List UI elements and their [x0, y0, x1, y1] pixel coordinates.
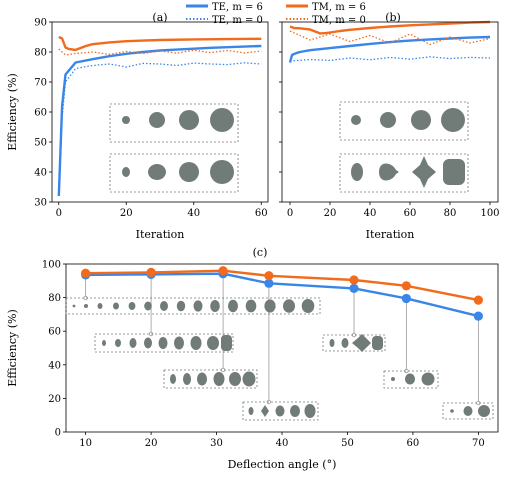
y-tick-label-a: 40	[34, 168, 47, 179]
x-tick-label-b: 80	[444, 208, 457, 219]
y-tick-label-a: 30	[34, 198, 47, 209]
shape-inset-c-38deg	[242, 401, 319, 421]
series-line-b-te-m-6	[288, 35, 491, 63]
x-tick-label-b: 100	[480, 208, 499, 219]
shape-inset-c-70deg	[442, 402, 494, 420]
y-tick-label-a: 90	[34, 18, 47, 29]
legend-label-te6: TE, m = 6	[212, 2, 263, 13]
data-point-tm	[264, 271, 274, 281]
y-tick-label-a: 70	[34, 78, 47, 89]
series-line-b-tm-m-0	[289, 30, 491, 46]
shape-inset-c-51deg	[322, 334, 386, 352]
shape-inset-b-top	[339, 101, 469, 141]
x-tick-label-a: 20	[120, 208, 133, 219]
x-tick-label-c: 70	[472, 438, 485, 449]
plot-frame-a	[51, 21, 269, 203]
legend-label-tm6: TM, m = 6	[312, 2, 366, 13]
y-tick-label-c: 80	[48, 293, 61, 304]
x-tick-label-b: 0	[287, 208, 293, 219]
plot-frame-b	[281, 21, 499, 203]
x-tick-label-c: 40	[276, 438, 289, 449]
series-line-c-te	[85, 272, 479, 318]
y-tick-label-c: 100	[42, 260, 61, 271]
x-tick-label-a: 40	[187, 208, 200, 219]
series-line-a-te-m-6	[57, 44, 262, 197]
plot-frame-c	[65, 263, 499, 433]
shape-inset-a-top	[109, 103, 239, 143]
ylabel-c: Efficiency (%)	[6, 309, 19, 387]
series-line-b-te-m-0	[289, 56, 491, 62]
data-point-tm	[146, 267, 156, 277]
data-point-te	[349, 283, 359, 293]
y-tick-label-a: 60	[34, 108, 47, 119]
shape-inset-c-59deg	[383, 370, 439, 389]
y-tick-label-c: 0	[55, 428, 61, 439]
y-tick-label-a: 50	[34, 138, 47, 149]
data-point-tm	[218, 266, 228, 276]
legend: TE, m = 6 TE, m = 0 TM, m = 6 TM, m = 0	[186, 2, 366, 26]
x-tick-label-a: 0	[56, 208, 62, 219]
shape-inset-b-bottom	[339, 153, 469, 193]
y-tick-label-a: 80	[34, 48, 47, 59]
shape-inset-a-bottom	[109, 153, 239, 193]
xlabel-c: Deflection angle (°)	[228, 458, 337, 471]
data-point-tm	[473, 295, 483, 305]
data-point-te	[401, 293, 411, 304]
inset-connectors	[83, 273, 481, 406]
panel-label-b: (b)	[385, 11, 401, 24]
x-tick-label-c: 50	[341, 438, 354, 449]
data-point-te	[264, 278, 274, 288]
series-line-b-tm-m-6	[289, 20, 491, 35]
data-point-tm	[401, 281, 411, 291]
shape-inset-c-20deg	[94, 333, 234, 353]
xlabel-a: Iteration	[136, 228, 185, 241]
y-tick-label-c: 60	[48, 327, 61, 338]
data-point-tm	[349, 275, 359, 285]
chart-panel-a: 0 20 40 60 30 40 50 60 70 80 90 Iteration Efficien…	[6, 18, 269, 241]
x-tick-label-c: 10	[79, 438, 92, 449]
panel-label-a: (a)	[152, 11, 167, 24]
x-tick-label-b: 20	[324, 208, 337, 219]
x-tick-label-c: 60	[407, 438, 420, 449]
chart-panel-b: 0 20 40 60 80 100 Iteration	[279, 20, 500, 241]
ylabel-a: Efficiency (%)	[6, 73, 19, 151]
data-point-tm	[81, 268, 91, 278]
data-point-te	[473, 311, 483, 321]
series-line-a-te-m-0	[58, 62, 262, 194]
shape-inset-c-31deg	[163, 369, 258, 389]
series-line-a-tm-m-0	[58, 48, 262, 56]
x-tick-label-b: 60	[404, 208, 417, 219]
xlabel-b: Iteration	[366, 228, 415, 241]
series-line-a-tm-m-6	[58, 35, 262, 52]
x-tick-label-a: 60	[255, 208, 268, 219]
shape-inset-c-10deg	[65, 297, 321, 315]
panel-label-c: (c)	[253, 246, 268, 259]
x-tick-label-b: 40	[364, 208, 377, 219]
legend-label-tm0: TM, m = 0	[312, 15, 366, 26]
y-tick-label-c: 40	[48, 360, 61, 371]
x-tick-label-c: 30	[210, 438, 223, 449]
legend-label-te0: TE, m = 0	[212, 15, 263, 26]
x-tick-label-c: 20	[145, 438, 158, 449]
y-tick-label-c: 20	[48, 394, 61, 405]
chart-panel-c: 10 20 30 40 50 60 70 0 20 40 60 80 100	[6, 260, 499, 471]
